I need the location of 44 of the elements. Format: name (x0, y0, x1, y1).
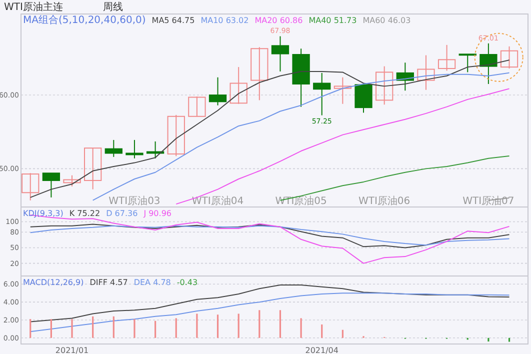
series-label: K 75.22 (69, 209, 100, 218)
candlestick (354, 84, 372, 114)
x-tick-label: WTI原油05 (275, 195, 327, 207)
text: MA40 51.73 (308, 16, 357, 25)
chart-title: WTI原油主连 (4, 1, 63, 13)
series-label: D 67.36 (106, 209, 138, 218)
candlestick (42, 172, 60, 198)
series-label: J 90.96 (142, 209, 172, 218)
text: MA20 60.86 (254, 16, 303, 25)
candlestick (250, 46, 268, 101)
legend-title: KDJ(9,3,3) (23, 209, 64, 218)
candlestick (22, 172, 40, 201)
x-tick-label: WTI原油03 (108, 195, 160, 207)
x-tick-label: 2021/04 (305, 346, 338, 354)
candlestick (438, 44, 456, 72)
legend-title: MACD(12,26,9) (23, 278, 84, 287)
candlestick (167, 114, 185, 157)
candlestick (458, 54, 476, 73)
text: -0.43 (176, 278, 198, 287)
candlestick (84, 148, 102, 190)
text: DEA 4.78 (134, 278, 171, 287)
candlestick (500, 46, 518, 70)
candlestick (334, 76, 352, 104)
candlestick (104, 139, 122, 158)
candlestick (376, 66, 394, 106)
candlestick (63, 174, 81, 187)
legend-title: MA组合(5,10,20,40,60,0) (23, 14, 146, 26)
candlestick (480, 42, 498, 84)
x-tick-label: 2021/01 (55, 346, 89, 354)
candlestick (271, 36, 290, 72)
candlestick (126, 139, 144, 159)
candlestick (230, 66, 248, 104)
text: DIFF 4.57 (90, 278, 128, 287)
candlestick (313, 72, 331, 116)
text: MA10 63.02 (200, 16, 249, 25)
x-tick-label: WTI原油04 (192, 195, 244, 207)
candlestick (188, 96, 206, 117)
text: MA5 64.75 (152, 16, 195, 25)
x-tick-label: WTI原油06 (358, 195, 410, 207)
text: MA60 46.03 (362, 16, 411, 25)
candlestick (417, 54, 435, 90)
line-series (30, 292, 510, 332)
chart-subtitle: 周线 (102, 1, 123, 13)
candlestick (208, 76, 227, 106)
